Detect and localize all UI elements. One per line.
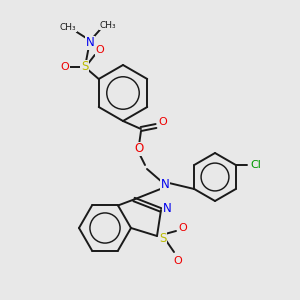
Text: CH₃: CH₃ <box>59 22 76 32</box>
Text: O: O <box>174 256 182 266</box>
Text: O: O <box>60 62 69 72</box>
Text: O: O <box>95 45 104 55</box>
Text: N: N <box>163 202 171 214</box>
Text: O: O <box>134 142 144 155</box>
Text: S: S <box>159 232 167 244</box>
Text: S: S <box>81 61 88 74</box>
Text: CH₃: CH₃ <box>99 20 116 29</box>
Text: N: N <box>160 178 169 191</box>
Text: O: O <box>159 117 167 127</box>
Text: O: O <box>178 223 188 233</box>
Text: N: N <box>85 37 94 50</box>
Text: Cl: Cl <box>250 160 261 170</box>
